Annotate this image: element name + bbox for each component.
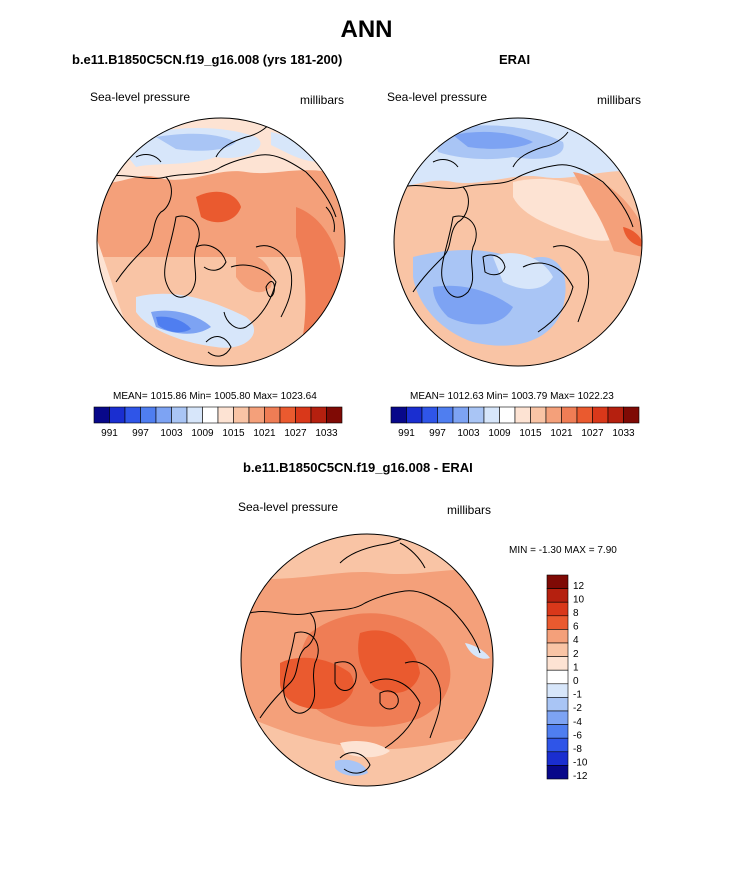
colorbar-swatch bbox=[186, 406, 203, 424]
colorbar-tick-label: 2 bbox=[573, 649, 579, 660]
colorbar-swatch bbox=[310, 406, 327, 424]
figure-title: ANN bbox=[340, 16, 393, 43]
panel3-title: b.e11.B1850C5CN.f19_g16.008 - ERAI bbox=[243, 460, 473, 475]
panel3-polar-map bbox=[240, 533, 494, 787]
colorbar-tick-label: 4 bbox=[573, 635, 579, 646]
colorbar-swatch bbox=[124, 406, 141, 424]
colorbar-swatch bbox=[437, 406, 454, 424]
colorbar-swatch bbox=[546, 588, 569, 603]
colorbar-swatch bbox=[326, 406, 343, 424]
panel2-polar-map bbox=[393, 117, 643, 367]
colorbar-swatch bbox=[546, 615, 569, 630]
colorbar-tick-label: 997 bbox=[429, 428, 446, 439]
panel2-stats: MEAN= 1012.63 Min= 1003.79 Max= 1022.23 bbox=[410, 391, 614, 402]
colorbar-swatch bbox=[576, 406, 593, 424]
colorbar-swatch bbox=[390, 406, 407, 424]
colorbar-tick-label: 1021 bbox=[550, 428, 573, 439]
colorbar-swatch bbox=[217, 406, 234, 424]
colorbar-tick-label: -8 bbox=[573, 744, 582, 755]
panel2-colorbar: 991 997 1003 1009 1015 1021 1027 1033 bbox=[390, 406, 640, 439]
colorbar-tick-label: -2 bbox=[573, 703, 582, 714]
panel3-units-label: millibars bbox=[447, 503, 492, 517]
colorbar-swatch bbox=[546, 724, 569, 739]
colorbar-swatch bbox=[546, 601, 569, 617]
panel1-polar-map bbox=[96, 117, 346, 367]
colorbar-swatch bbox=[546, 683, 569, 698]
colorbar-tick-label: -1 bbox=[573, 690, 582, 701]
colorbar-swatch bbox=[514, 406, 531, 424]
colorbar-swatch bbox=[546, 574, 569, 589]
colorbar-tick-label: -12 bbox=[573, 771, 588, 782]
colorbar-tick-label: 1027 bbox=[581, 428, 604, 439]
colorbar-swatch bbox=[264, 406, 281, 424]
colorbar-swatch bbox=[545, 406, 562, 424]
colorbar-swatch bbox=[530, 406, 547, 424]
colorbar-swatch bbox=[546, 737, 569, 753]
colorbar-swatch bbox=[546, 765, 569, 780]
colorbar-tick-label: 1015 bbox=[519, 428, 542, 439]
panel1-units-label: millibars bbox=[300, 93, 345, 107]
colorbar-swatch bbox=[499, 406, 516, 424]
colorbar-tick-label: 1021 bbox=[253, 428, 276, 439]
colorbar-swatch bbox=[109, 406, 126, 424]
colorbar-swatch bbox=[155, 406, 172, 424]
colorbar-tick-label: 10 bbox=[573, 594, 585, 605]
colorbar-swatch bbox=[546, 669, 569, 685]
colorbar-tick-label: -6 bbox=[573, 730, 582, 741]
panel1-stats: MEAN= 1015.86 Min= 1005.80 Max= 1023.64 bbox=[113, 391, 317, 402]
colorbar-tick-label: 991 bbox=[101, 428, 118, 439]
colorbar-swatch bbox=[483, 406, 500, 424]
colorbar-swatch bbox=[279, 406, 296, 424]
colorbar-tick-label: -4 bbox=[573, 717, 582, 728]
panel2-units-label: millibars bbox=[597, 93, 642, 107]
colorbar-tick-label: 1009 bbox=[191, 428, 214, 439]
colorbar-swatch bbox=[546, 710, 569, 725]
colorbar-tick-label: 8 bbox=[573, 608, 579, 619]
colorbar-swatch bbox=[592, 406, 609, 424]
colorbar-tick-label: 1003 bbox=[160, 428, 183, 439]
colorbar-tick-label: 1033 bbox=[612, 428, 635, 439]
colorbar-tick-label: 1027 bbox=[284, 428, 307, 439]
colorbar-tick-label: 1003 bbox=[457, 428, 480, 439]
colorbar-tick-label: 12 bbox=[573, 581, 585, 592]
colorbar-swatch bbox=[607, 406, 624, 424]
colorbar-tick-label: 1033 bbox=[315, 428, 338, 439]
colorbar-swatch bbox=[468, 406, 485, 424]
panel2-title: ERAI bbox=[499, 52, 531, 67]
panel3-variable-label: Sea-level pressure bbox=[238, 500, 339, 514]
colorbar-swatch bbox=[202, 406, 219, 424]
colorbar-swatch bbox=[171, 406, 188, 424]
colorbar-tick-label: 1 bbox=[573, 662, 579, 673]
colorbar-tick-label: -10 bbox=[573, 758, 588, 769]
colorbar-swatch bbox=[623, 406, 640, 424]
colorbar-swatch bbox=[546, 656, 569, 671]
colorbar-tick-label: 991 bbox=[398, 428, 415, 439]
colorbar-tick-label: 997 bbox=[132, 428, 149, 439]
panel1-variable-label: Sea-level pressure bbox=[90, 90, 191, 104]
colorbar-swatch bbox=[546, 642, 569, 657]
colorbar-swatch bbox=[140, 406, 157, 424]
colorbar-swatch bbox=[421, 406, 438, 424]
colorbar-swatch bbox=[406, 406, 423, 424]
colorbar-swatch bbox=[248, 406, 265, 424]
panel1-colorbar: 991 997 1003 1009 1015 1021 1027 1033 bbox=[93, 406, 343, 439]
colorbar-swatch bbox=[546, 751, 569, 766]
colorbar-swatch bbox=[295, 406, 312, 424]
colorbar-swatch bbox=[93, 406, 110, 424]
colorbar-swatch bbox=[546, 697, 569, 712]
panel3-stats: MIN = -1.30 MAX = 7.90 bbox=[509, 545, 617, 556]
colorbar-swatch bbox=[452, 406, 469, 424]
colorbar-swatch bbox=[561, 406, 578, 424]
colorbar-tick-label: 0 bbox=[573, 676, 579, 687]
panel1-title: b.e11.B1850C5CN.f19_g16.008 (yrs 181-200… bbox=[72, 52, 343, 67]
panel2-variable-label: Sea-level pressure bbox=[387, 90, 488, 104]
colorbar-tick-label: 1015 bbox=[222, 428, 245, 439]
colorbar-swatch bbox=[546, 629, 569, 644]
colorbar-tick-label: 1009 bbox=[488, 428, 511, 439]
colorbar-tick-label: 6 bbox=[573, 622, 579, 633]
colorbar-swatch bbox=[233, 406, 250, 424]
